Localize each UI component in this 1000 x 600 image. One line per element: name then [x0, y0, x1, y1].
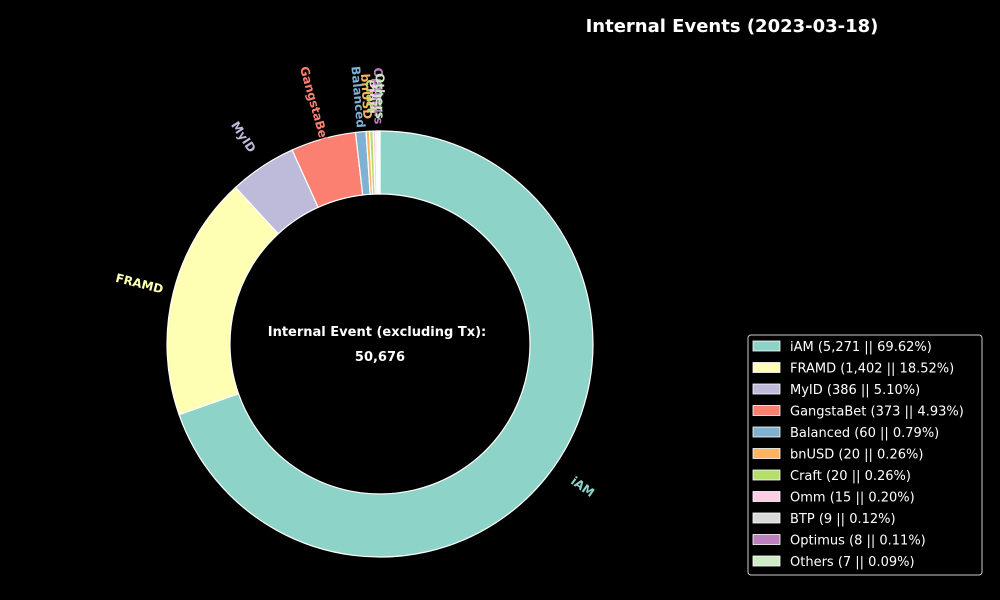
slice-label-framd: FRAMD	[114, 271, 165, 296]
slice-label-balanced: Balanced	[348, 66, 368, 129]
slice-label-btp: BTP	[369, 83, 383, 110]
legend: iAM (5,271 || 69.62%) FRAMD (1,402 || 18.…	[747, 334, 983, 576]
legend-swatch-iam	[752, 340, 781, 352]
legend-label-iam: iAM (5,271 || 69.62%)	[790, 340, 932, 355]
slice-label-optimus: Optimus	[371, 68, 386, 125]
legend-swatch-others	[752, 555, 781, 567]
legend-label-gangstabet: GangstaBet (373 || 4.93%)	[790, 405, 964, 420]
legend-label-others: Others (7 || 0.09%)	[790, 555, 915, 570]
legend-label-myid: MyID (386 || 5.10%)	[790, 383, 920, 398]
legend-swatch-bnusd	[752, 448, 781, 459]
legend-label-omm: Omm (15 || 0.20%)	[790, 491, 915, 506]
legend-label-bnusd: bnUSD (20 || 0.26%)	[790, 448, 923, 463]
slice-label-myid: MyID	[228, 119, 259, 155]
legend-label-optimus: Optimus (8 || 0.11%)	[790, 534, 926, 549]
legend-frame	[747, 334, 983, 576]
legend-label-balanced: Balanced (60 || 0.79%)	[790, 426, 939, 441]
slice-label-craft: Craft	[363, 79, 378, 114]
legend-label-framd: FRAMD (1,402 || 18.52%)	[790, 362, 954, 377]
chart-title: Internal Events (2023-03-18)	[586, 16, 879, 37]
slice-label-bnusd: bnUSD	[358, 73, 375, 119]
slice-label-iam: iAM	[568, 474, 597, 500]
legend-swatch-craft	[752, 469, 781, 481]
slice-iam	[178, 130, 594, 558]
legend-swatch-optimus	[752, 534, 781, 545]
legend-swatch-gangstabet	[752, 405, 781, 416]
slice-label-gangstabet: GangstaBet	[297, 65, 332, 145]
center-value: 50,676	[355, 350, 405, 365]
slice-others	[378, 130, 381, 195]
legend-swatch-framd	[752, 362, 781, 373]
legend-label-btp: BTP (9 || 0.12%)	[790, 512, 896, 527]
slice-framd	[166, 186, 280, 416]
legend-swatch-myid	[752, 383, 781, 395]
legend-swatch-omm	[752, 491, 781, 502]
legend-label-craft: Craft (20 || 0.26%)	[790, 469, 911, 484]
slice-label-omm: Omm	[367, 78, 382, 114]
legend-swatch-balanced	[752, 426, 781, 438]
legend-swatch-btp	[752, 512, 781, 524]
slice-label-others: Others	[373, 73, 387, 119]
center-label: Internal Event (excluding Tx):	[268, 325, 487, 340]
donut-slices	[166, 130, 594, 558]
